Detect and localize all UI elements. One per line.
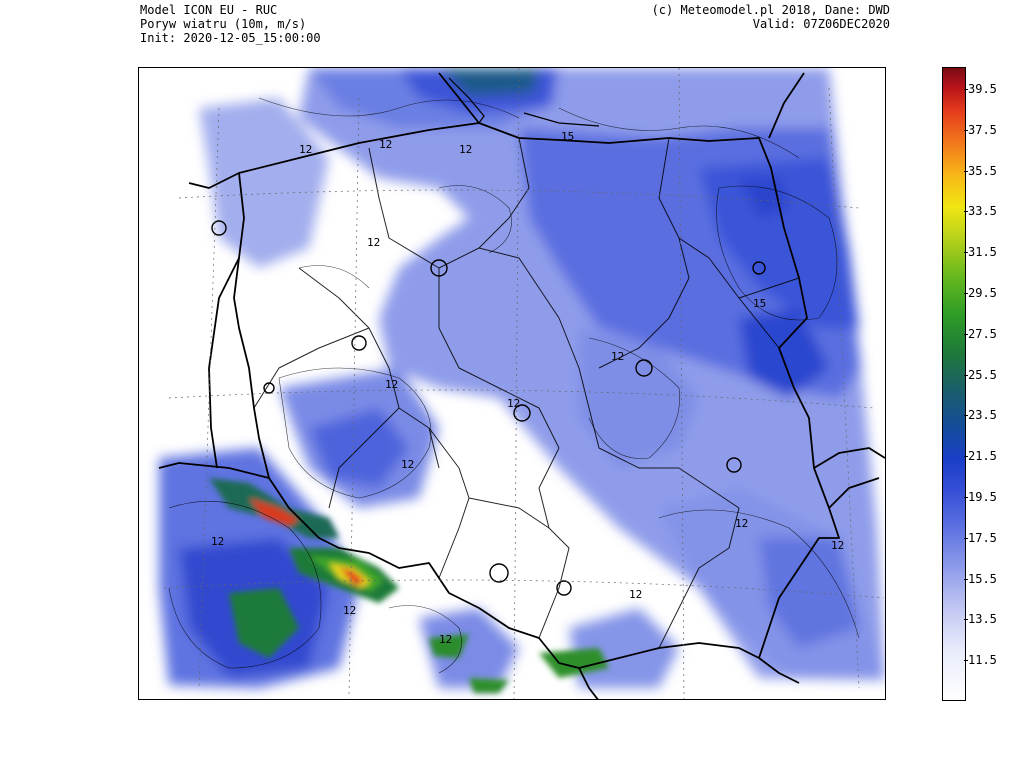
contour-label: 12: [401, 458, 414, 471]
country-borders: [158, 72, 885, 699]
colorbar-tick-label: 35.5: [964, 163, 997, 178]
contour-label: 12: [459, 143, 472, 156]
contour-label: 12: [611, 350, 624, 363]
colorbar-tick-label: 29.5: [964, 286, 997, 300]
valid-time: Valid: 07Z06DEC2020: [752, 17, 890, 31]
colorbar-tick-label: 13.5: [964, 612, 997, 627]
contour-label: 12: [629, 588, 642, 601]
header-left: Model ICON EU - RUC Poryw wiatru (10m, m/…: [140, 3, 321, 45]
colorbar-tick-label: 15.5: [964, 571, 997, 586]
colorbar-tick-label: 39.5: [964, 82, 997, 96]
contour-cells: [211, 220, 766, 596]
colorbar-tick-label: 21.5: [964, 449, 997, 464]
contour-label: 12: [831, 539, 844, 552]
contour-label: 12: [507, 397, 520, 410]
init-time: Init: 2020-12-05_15:00:00: [140, 31, 321, 45]
contour-labels: 12 12 12 12 15 12 12 12 12 15 12 12 12 1…: [211, 130, 844, 646]
contour-label: 12: [211, 535, 224, 548]
contour-label: 12: [367, 236, 380, 249]
colorbar: [942, 67, 966, 701]
gust-field: [159, 68, 885, 688]
map-canvas: 12 12 12 12 15 12 12 12 12 15 12 12 12 1…: [158, 68, 885, 699]
gust-cores: [209, 478, 609, 693]
copyright-text: (c) Meteomodel.pl 2018, Dane: DWD: [651, 3, 890, 17]
header-right: (c) Meteomodel.pl 2018, Dane: DWD Valid: …: [652, 3, 890, 31]
map-frame: 12 12 12 12 15 12 12 12 12 15 12 12 12 1…: [138, 67, 886, 700]
contour-label: 12: [735, 517, 748, 530]
colorbar-tick-label: 33.5: [964, 204, 997, 219]
colorbar-tick-label: 25.5: [964, 367, 997, 382]
contour-label: 12: [343, 604, 356, 617]
contour-label: 12: [379, 138, 392, 151]
colorbar-labels: 39.5 37.5 35.5 33.5 31.5 29.5 27.5 25.5 23.5 21.5…: [964, 67, 1024, 701]
colorbar-tick-label: 11.5: [964, 653, 997, 668]
colorbar-tick-label: 27.5: [964, 326, 997, 341]
colorbar-tick-label: 19.5: [964, 490, 997, 504]
contour-label: 12: [299, 143, 312, 156]
colorbar-tick-label: 23.5: [964, 408, 997, 423]
contour-label: 12: [439, 633, 452, 646]
isotach-contours: [168, 97, 860, 674]
region-borders: [253, 137, 800, 649]
variable-title: Poryw wiatru (10m, m/s): [140, 17, 307, 31]
colorbar-tick-label: 31.5: [964, 245, 997, 260]
coastline: [448, 77, 600, 127]
colorbar-tick-label: 37.5: [964, 122, 997, 137]
graticule: [163, 68, 885, 699]
contour-label: 15: [561, 130, 574, 143]
contour-label: 12: [385, 378, 398, 391]
colorbar-tick-label: 17.5: [964, 530, 997, 545]
contour-label: 15: [753, 297, 766, 310]
model-title: Model ICON EU - RUC: [140, 3, 278, 17]
